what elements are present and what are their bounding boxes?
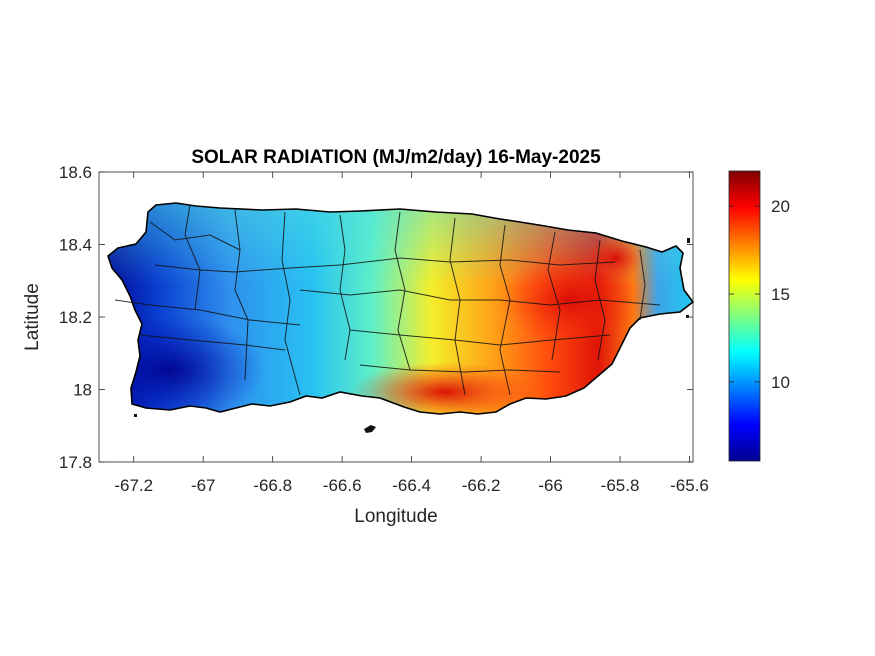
colorbar-tick-label: 15: [771, 285, 790, 304]
x-axis-label: Longitude: [354, 506, 437, 527]
x-tick-label: -67.2: [114, 476, 153, 495]
x-tick-label: -66: [538, 476, 563, 495]
colorbar: 10 15 20: [728, 170, 790, 462]
island-outline: [107, 202, 695, 415]
y-axis: 17.8 18 18.2 18.4 18.6: [59, 163, 693, 472]
x-tick-label: -66.4: [392, 476, 431, 495]
colorbar-tick-label: 20: [771, 197, 790, 216]
map-axes: [98, 171, 695, 463]
small-islands: [134, 238, 690, 433]
y-tick-label: 18.6: [59, 163, 92, 182]
x-tick-label: -65.8: [601, 476, 640, 495]
x-tick-label: -67: [191, 476, 216, 495]
y-tick-label: 18.2: [59, 308, 92, 327]
y-tick-label: 17.8: [59, 453, 92, 472]
x-tick-label: -66.8: [253, 476, 292, 495]
y-tick-label: 18: [73, 381, 92, 400]
chart-title: SOLAR RADIATION (MJ/m2/day) 16-May-2025: [191, 147, 601, 168]
colorbar-tick-label: 10: [771, 373, 790, 392]
x-tick-label: -66.6: [323, 476, 362, 495]
y-axis-label: Latitude: [22, 283, 43, 351]
municipality-borders: [114, 204, 661, 396]
colorbar-ticks: 10 15 20: [729, 197, 790, 392]
y-tick-label: 18.4: [59, 236, 92, 255]
x-tick-label: -65.6: [670, 476, 709, 495]
x-tick-label: -66.2: [462, 476, 501, 495]
colorbar-gradient: [728, 170, 761, 462]
x-axis: -67.2 -67 -66.8 -66.6 -66.4 -66.2 -66 -65.8 -65.…: [114, 172, 709, 495]
northeast-high-zone: [585, 236, 645, 280]
